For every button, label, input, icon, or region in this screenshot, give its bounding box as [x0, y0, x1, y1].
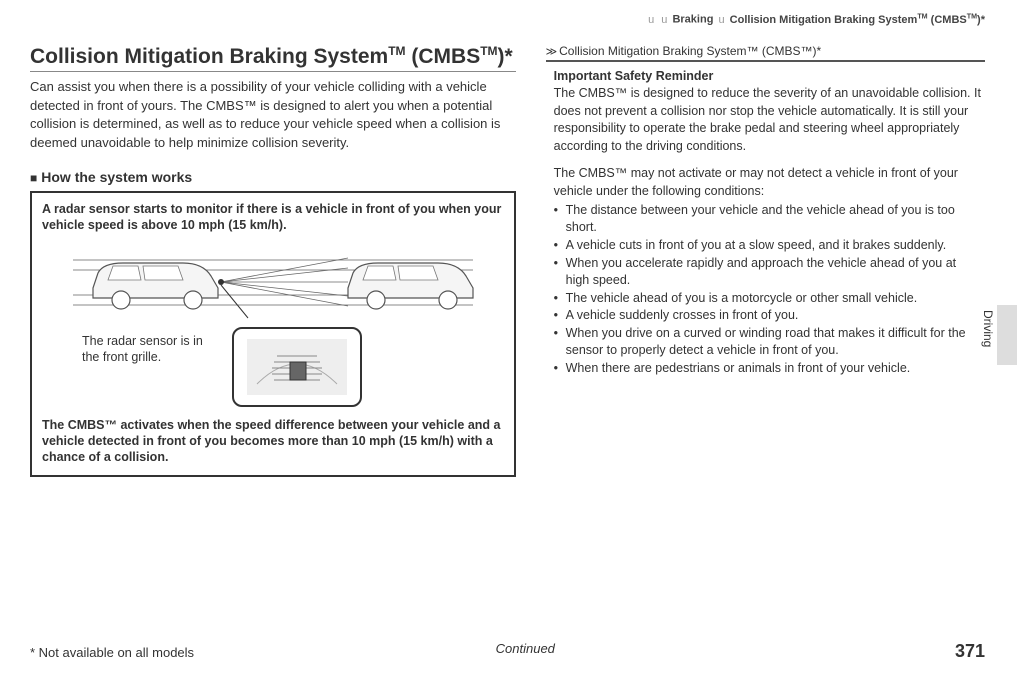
diagram-bottom-caption: The CMBS™ activates when the speed diffe… — [42, 417, 504, 466]
sidebar-bullet-list: The distance between your vehicle and th… — [554, 202, 981, 377]
radar-cars-diagram — [42, 240, 504, 323]
section-subhead: ■How the system works — [30, 169, 516, 185]
diagram-callout-text: The radar sensor is in the front grille. — [82, 327, 222, 366]
list-item: When there are pedestrians or animals in… — [554, 360, 981, 377]
list-item: The distance between your vehicle and th… — [554, 202, 981, 236]
sidebar-paragraph: The CMBS™ may not activate or may not de… — [554, 165, 981, 200]
list-item: When you drive on a curved or winding ro… — [554, 325, 981, 359]
breadcrumb: u u Braking u Collision Mitigation Braki… — [30, 12, 985, 26]
breadcrumb-topic: Collision Mitigation Braking SystemTM (C… — [730, 14, 985, 26]
sidebar-heading: Important Safety Reminder — [554, 68, 981, 86]
list-item: A vehicle cuts in front of you at a slow… — [554, 237, 981, 254]
breadcrumb-sep: u — [718, 14, 724, 26]
list-item: The vehicle ahead of you is a motorcycle… — [554, 290, 981, 307]
grille-inset-diagram — [232, 327, 362, 407]
breadcrumb-sep: u — [661, 14, 667, 26]
diagram-top-caption: A radar sensor starts to monitor if ther… — [42, 201, 504, 234]
square-bullet-icon: ■ — [30, 171, 37, 185]
reference-icon: ≫ — [546, 46, 558, 58]
list-item: When you accelerate rapidly and approach… — [554, 255, 981, 289]
sidebar-body: Important Safety Reminder The CMBS™ is d… — [546, 68, 985, 377]
footnote: * Not available on all models — [30, 645, 194, 660]
thumb-tab — [997, 305, 1017, 365]
breadcrumb-section: Braking — [672, 14, 713, 26]
diagram-box: A radar sensor starts to monitor if ther… — [30, 191, 516, 477]
page-title: Collision Mitigation Braking SystemTM (C… — [30, 44, 516, 72]
list-item: A vehicle suddenly crosses in front of y… — [554, 307, 981, 324]
sidebar-column: ≫Collision Mitigation Braking System™ (C… — [546, 44, 985, 478]
main-column: Collision Mitigation Braking SystemTM (C… — [30, 44, 516, 478]
sidebar-reference: ≫Collision Mitigation Braking System™ (C… — [546, 44, 985, 58]
thumb-tab-label: Driving — [981, 310, 995, 347]
sidebar-divider — [546, 60, 985, 62]
intro-paragraph: Can assist you when there is a possibili… — [30, 78, 516, 153]
sidebar-paragraph: The CMBS™ is designed to reduce the seve… — [554, 85, 981, 155]
page-footer: * Not available on all models Continued … — [30, 641, 985, 662]
continued-label: Continued — [496, 641, 555, 656]
page-number: 371 — [955, 641, 985, 662]
breadcrumb-sep: u — [648, 14, 654, 26]
